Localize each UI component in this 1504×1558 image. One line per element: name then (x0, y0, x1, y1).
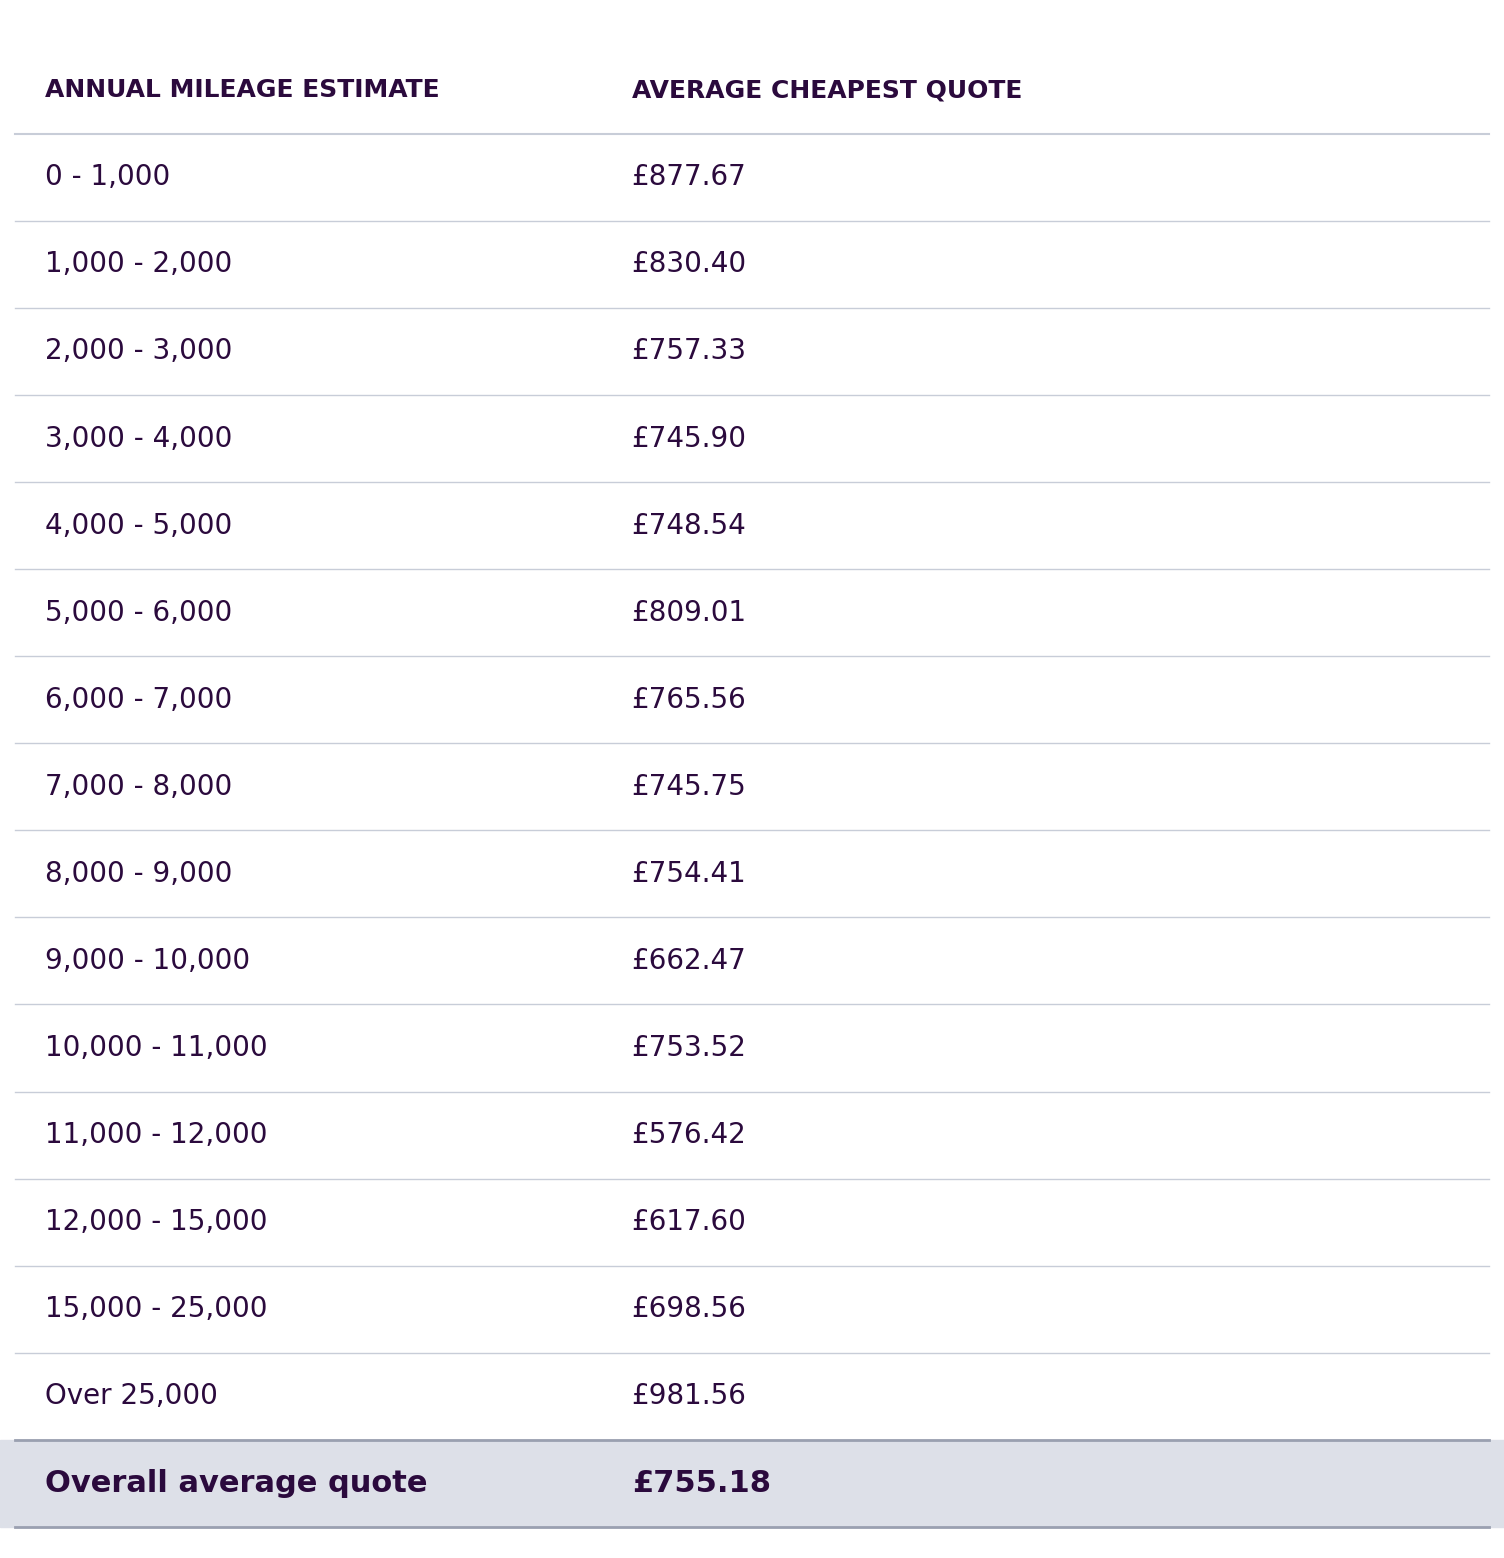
Bar (0, 481, 1504, 569)
Text: £830.40: £830.40 (632, 251, 747, 279)
Bar (0, 1005, 1504, 1092)
Bar (0, 830, 1504, 918)
Bar (0, 1092, 1504, 1178)
Bar (0, 396, 1504, 481)
Text: £877.67: £877.67 (632, 164, 746, 192)
Text: 8,000 - 9,000: 8,000 - 9,000 (45, 860, 233, 888)
Bar (0, 134, 1504, 221)
Bar (0, 918, 1504, 1005)
Text: 15,000 - 25,000: 15,000 - 25,000 (45, 1295, 268, 1323)
Text: £755.18: £755.18 (632, 1469, 770, 1497)
Text: 11,000 - 12,000: 11,000 - 12,000 (45, 1122, 268, 1150)
Bar (0, 221, 1504, 308)
Text: 10,000 - 11,000: 10,000 - 11,000 (45, 1035, 268, 1063)
Bar (0, 1178, 1504, 1265)
Text: 3,000 - 4,000: 3,000 - 4,000 (45, 424, 233, 452)
Text: 6,000 - 7,000: 6,000 - 7,000 (45, 686, 233, 714)
Bar (0, 1265, 1504, 1352)
Text: 7,000 - 8,000: 7,000 - 8,000 (45, 773, 233, 801)
Bar (0, 569, 1504, 656)
Bar (0, 743, 1504, 830)
Text: 5,000 - 6,000: 5,000 - 6,000 (45, 598, 233, 626)
Text: £748.54: £748.54 (632, 511, 746, 539)
Text: £698.56: £698.56 (632, 1295, 746, 1323)
Text: Overall average quote: Overall average quote (45, 1469, 427, 1497)
Text: £981.56: £981.56 (632, 1382, 746, 1410)
Text: 1,000 - 2,000: 1,000 - 2,000 (45, 251, 233, 279)
Text: 9,000 - 10,000: 9,000 - 10,000 (45, 947, 250, 975)
Bar (0, 1352, 1504, 1440)
Text: 12,000 - 15,000: 12,000 - 15,000 (45, 1207, 268, 1235)
Text: £662.47: £662.47 (632, 947, 746, 975)
Text: £617.60: £617.60 (632, 1207, 746, 1235)
Text: £753.52: £753.52 (632, 1035, 746, 1063)
Text: £809.01: £809.01 (632, 598, 747, 626)
Text: ANNUAL MILEAGE ESTIMATE: ANNUAL MILEAGE ESTIMATE (45, 78, 439, 103)
Text: £754.41: £754.41 (632, 860, 746, 888)
Text: £745.90: £745.90 (632, 424, 746, 452)
Bar (0, 1440, 1504, 1527)
Text: £765.56: £765.56 (632, 686, 746, 714)
Text: Over 25,000: Over 25,000 (45, 1382, 218, 1410)
Text: 2,000 - 3,000: 2,000 - 3,000 (45, 338, 233, 366)
Bar (0, 308, 1504, 396)
Text: 4,000 - 5,000: 4,000 - 5,000 (45, 511, 233, 539)
Text: £757.33: £757.33 (632, 338, 746, 366)
Text: £576.42: £576.42 (632, 1122, 746, 1150)
Text: AVERAGE CHEAPEST QUOTE: AVERAGE CHEAPEST QUOTE (632, 78, 1023, 103)
Text: £745.75: £745.75 (632, 773, 746, 801)
Bar (0, 656, 1504, 743)
Text: 0 - 1,000: 0 - 1,000 (45, 164, 170, 192)
